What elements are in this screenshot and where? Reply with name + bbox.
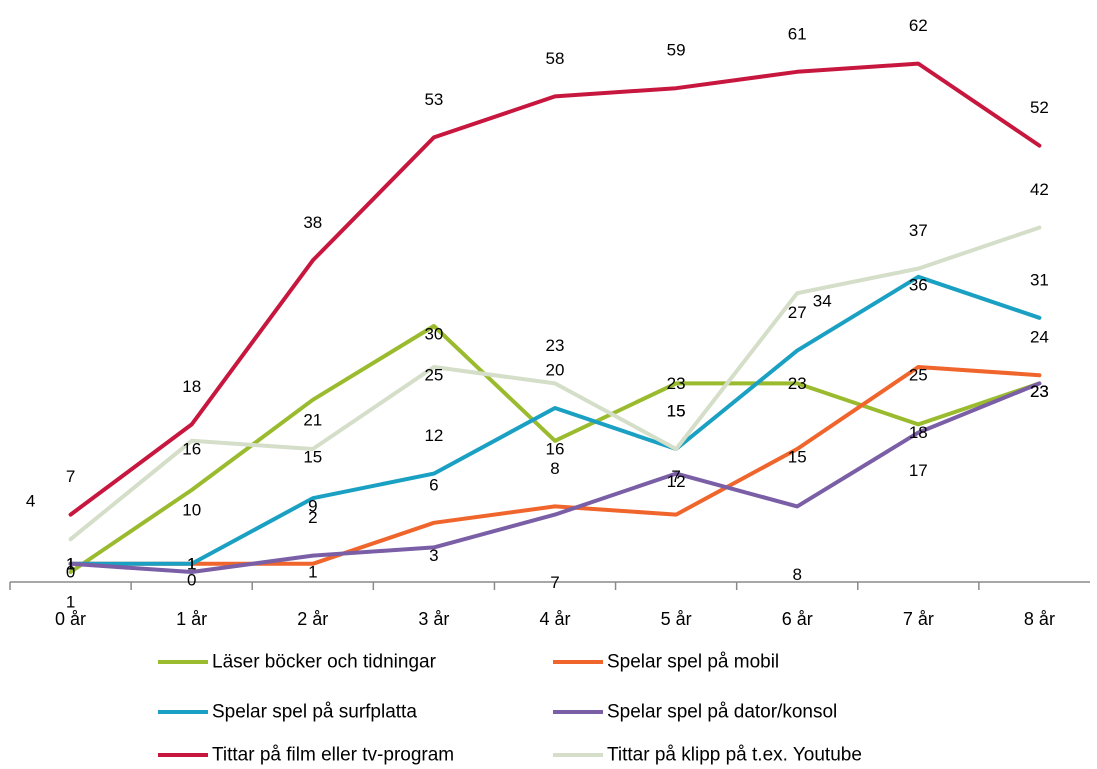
data-label: 2: [308, 508, 317, 527]
x-tick-label: 3 år: [418, 609, 449, 629]
data-label: 23: [1030, 382, 1049, 401]
legend-label: Läser böcker och tidningar: [212, 652, 437, 673]
series-line-0: [68, 324, 1042, 574]
x-tick-label: 5 år: [661, 609, 692, 629]
data-label: 1: [187, 554, 196, 573]
data-label: 1: [308, 562, 317, 581]
data-label: 6: [429, 475, 438, 494]
data-label: 7: [671, 467, 680, 486]
data-label: 34: [813, 292, 832, 311]
data-label: 15: [788, 448, 807, 467]
x-tick-label: 0 år: [55, 609, 86, 629]
data-label: 1: [66, 554, 75, 573]
series-line-2: [68, 274, 1042, 566]
data-label: 53: [424, 90, 443, 109]
data-label: 12: [667, 472, 686, 491]
data-label: 25: [424, 366, 443, 385]
data-label: 23: [1030, 382, 1049, 401]
data-label: 27: [788, 303, 807, 322]
data-label: 24: [1030, 328, 1049, 347]
data-label: 16: [182, 439, 201, 458]
series-lines: [68, 61, 1042, 574]
data-label: 37: [909, 221, 928, 240]
x-tick-label: 7 år: [903, 609, 934, 629]
data-label: 15: [667, 402, 686, 421]
data-label: 4: [26, 492, 35, 511]
x-axis-labels: 0 år 1 år 2 år 3 år 4 år 5 år 6 år 7 år 8 år: [55, 609, 1055, 629]
x-tick-label: 8 år: [1024, 609, 1055, 629]
data-label: 0: [66, 563, 75, 582]
series-line-4: [68, 61, 1042, 517]
series-line-3: [68, 381, 1042, 574]
data-label: 18: [182, 377, 201, 396]
legend-label: Spelar spel på dator/konsol: [607, 702, 837, 723]
data-label: 7: [66, 467, 75, 486]
x-tick-label: 2 år: [297, 609, 328, 629]
x-axis-ticks: [9, 582, 980, 590]
x-tick-label: 4 år: [539, 609, 570, 629]
data-label: 23: [546, 336, 565, 355]
data-label: 25: [909, 366, 928, 385]
legend-label: Spelar spel på surfplatta: [212, 702, 417, 723]
legend-label: Tittar på klipp på t.ex. Youtube: [607, 745, 862, 766]
data-label: 21: [303, 410, 322, 429]
data-label: 62: [909, 16, 928, 35]
data-label: 59: [667, 41, 686, 60]
x-tick-label: 1 år: [176, 609, 207, 629]
data-label: 15: [667, 402, 686, 421]
data-label: 52: [1030, 98, 1049, 117]
data-label: 23: [788, 374, 807, 393]
series-line-5: [68, 225, 1042, 542]
data-label: 1: [187, 554, 196, 573]
x-tick-label: 6 år: [782, 609, 813, 629]
data-label: 42: [1030, 180, 1049, 199]
legend: Läser böcker och tidningar Spelar spel på…: [158, 652, 862, 766]
data-label: 61: [788, 24, 807, 43]
data-label: 20: [546, 361, 565, 380]
series-line-1: [68, 365, 1042, 566]
data-label: 1: [66, 592, 75, 611]
data-label: 8: [792, 565, 801, 584]
data-label: 0: [187, 571, 196, 590]
data-label: 36: [909, 275, 928, 294]
data-label: 15: [303, 448, 322, 467]
data-label: 31: [1030, 270, 1049, 289]
data-label: 18: [909, 423, 928, 442]
data-label: 38: [303, 213, 322, 232]
data-label: 16: [546, 439, 565, 458]
data-label: 17: [909, 461, 928, 480]
data-label: 58: [546, 49, 565, 68]
data-label: 3: [429, 546, 438, 565]
legend-label: Tittar på film eller tv-program: [212, 745, 454, 766]
data-label: 30: [424, 325, 443, 344]
data-label: 7: [550, 573, 559, 592]
data-label: 9: [308, 497, 317, 516]
legend-label: Spelar spel på mobil: [607, 652, 779, 673]
data-label: 23: [667, 374, 686, 393]
data-label: 1: [66, 554, 75, 573]
data-label: 8: [550, 459, 559, 478]
data-label: 10: [182, 501, 201, 520]
data-label: 12: [424, 426, 443, 445]
